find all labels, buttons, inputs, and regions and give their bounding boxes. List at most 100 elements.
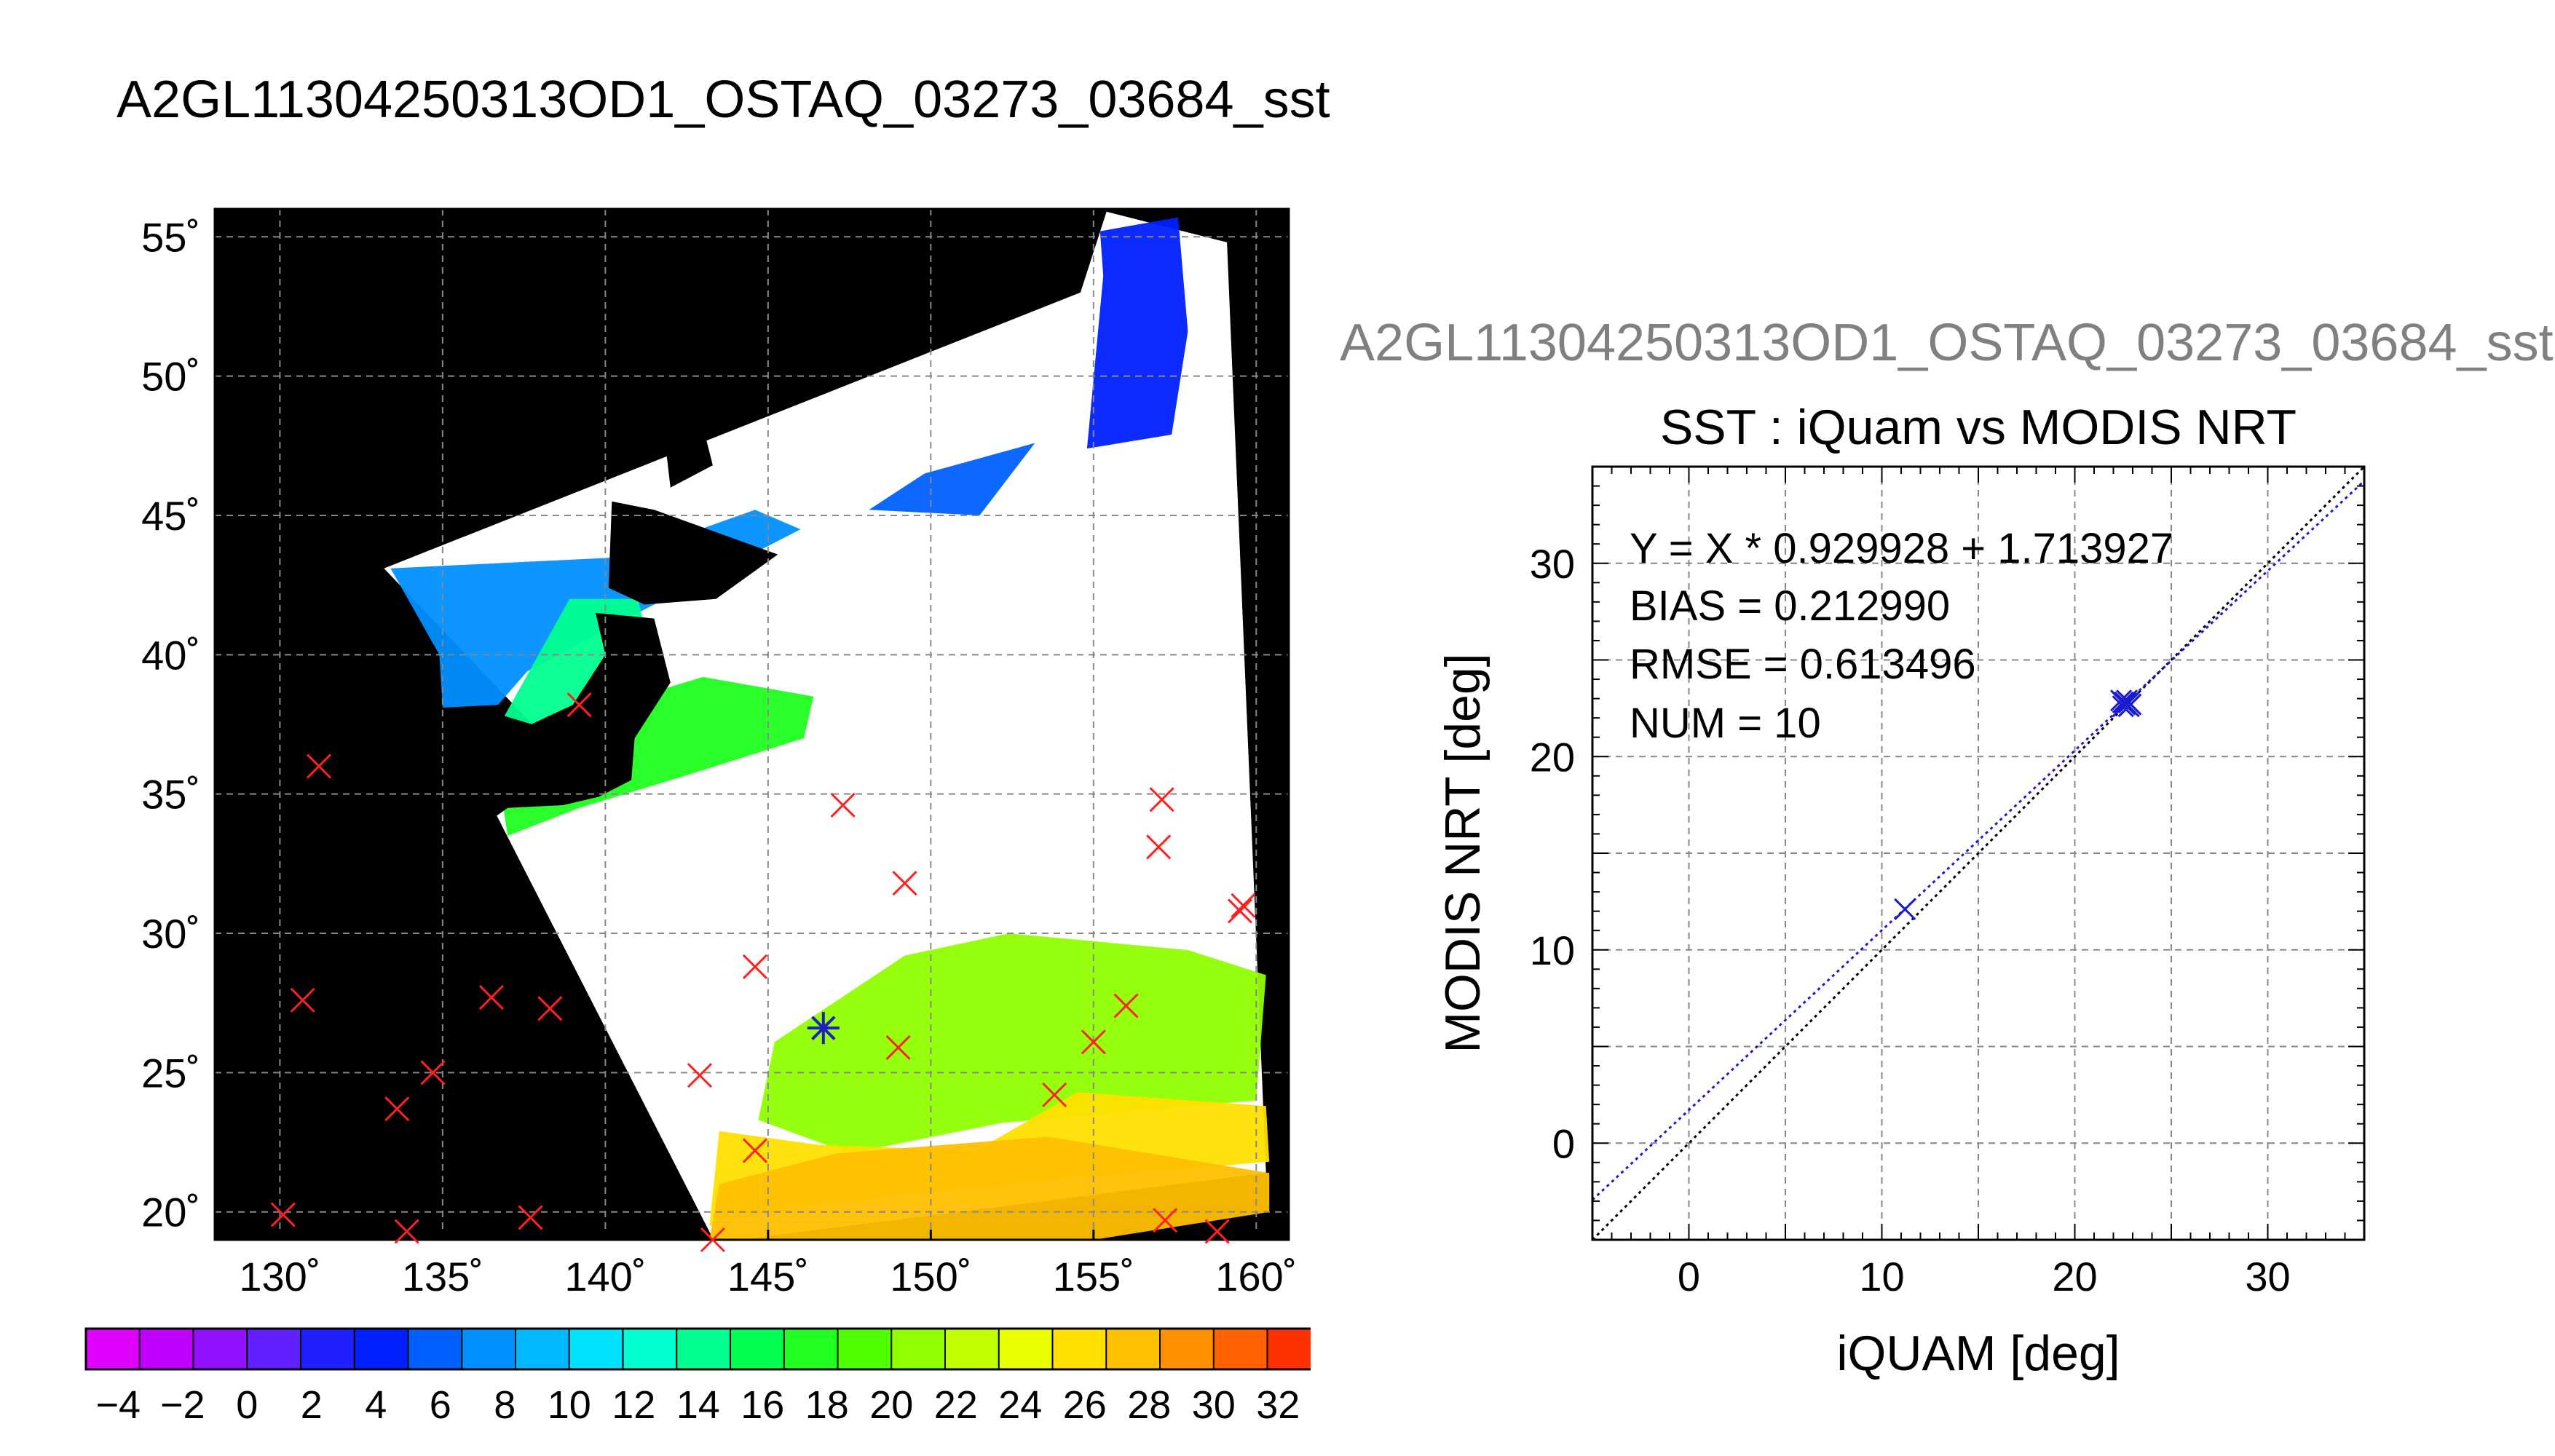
- colorbar-tick-label: 22: [934, 1383, 978, 1427]
- colorbar-tick-label: 8: [494, 1383, 516, 1427]
- map-xtick-label: 135˚: [402, 1254, 483, 1299]
- buoy-marker-15: [892, 871, 917, 896]
- colorbar-tick-label: 26: [1063, 1383, 1107, 1427]
- colorbar-cell-10: [623, 1329, 677, 1369]
- colorbar-cell-11: [676, 1329, 731, 1369]
- scatter-xtick-label: 10: [1859, 1254, 1904, 1299]
- buoy-marker-24: [1227, 898, 1253, 924]
- colorbar-cell-0: [86, 1329, 141, 1369]
- buoy-marker-14: [830, 792, 856, 818]
- colorbar-cell-15: [891, 1329, 946, 1369]
- colorbar-cell-21: [1213, 1329, 1268, 1369]
- scatter-point-8: [2112, 691, 2134, 713]
- colorbar-cell-12: [730, 1329, 785, 1369]
- map-ytick-label: 20˚: [141, 1190, 200, 1235]
- colorbar-cell-20: [1160, 1329, 1215, 1369]
- colorbar-tick-label: 16: [741, 1383, 784, 1427]
- colorbar-tick-label: 18: [805, 1383, 849, 1427]
- colorbar-tick-label: 6: [430, 1383, 451, 1427]
- colorbar-tick-label: −4: [95, 1383, 141, 1427]
- map-frame: [213, 207, 1290, 1241]
- colorbar-cell-4: [301, 1329, 355, 1369]
- colorbar-tick-label: 0: [236, 1383, 258, 1427]
- colorbar-tick-label: 24: [998, 1383, 1042, 1427]
- buoy-marker-16: [885, 1034, 911, 1061]
- land-0: [663, 258, 713, 488]
- buoy-marker-21: [1146, 834, 1172, 860]
- scatter-plot: SST : iQuam vs MODIS NRT 0 0 10 10 20 20 30 30 iQ…: [1435, 400, 2366, 1381]
- buoy-marker-6: [478, 984, 504, 1010]
- sst-patch-7: [709, 1136, 1270, 1240]
- scatter-ytick-label: 30: [1530, 541, 1575, 587]
- scatter-xlabel: iQUAM [deg]: [1836, 1326, 2120, 1381]
- buoy-marker-25: [1231, 893, 1256, 918]
- buoy-marker-13: [700, 1227, 725, 1253]
- scatter-point-0: [1894, 898, 1916, 921]
- map-xtick-label: 130˚: [239, 1254, 320, 1299]
- colorbar-cell-13: [783, 1329, 838, 1369]
- colorbar-cell-5: [354, 1329, 408, 1369]
- colorbar-cell-8: [516, 1329, 570, 1369]
- stats-fit: Y = X * 0.929928 + 1.713927: [1630, 525, 2173, 572]
- sst-patch-0: [1086, 217, 1188, 449]
- sst-map: 130˚ 135˚ 140˚ 145˚ 150˚ 155˚ 160˚ 20˚ 25˚ 30˚ 35˚…: [84, 207, 1311, 1427]
- scatter-ylabel: MODIS NRT [deg]: [1435, 653, 1490, 1053]
- map-ytick-label: 25˚: [141, 1050, 200, 1096]
- scatter-filename-header: A2GL11304250313OD1_OSTAQ_03273_03684_sst: [1340, 314, 2554, 372]
- colorbar-cell-6: [408, 1329, 462, 1369]
- map-ytick-label: 50˚: [141, 354, 200, 400]
- colorbar-tick-label: 14: [676, 1383, 720, 1427]
- buoy-marker-18: [1081, 1029, 1106, 1055]
- stats-bias: BIAS = 0.212990: [1630, 582, 1950, 630]
- identity-line: [1592, 467, 2364, 1240]
- map-xtick-label: 140˚: [564, 1254, 646, 1299]
- map-ytick-label: 30˚: [141, 911, 200, 957]
- scatter-xtick-label: 30: [2245, 1254, 2290, 1299]
- map-xtick-label: 155˚: [1053, 1254, 1134, 1299]
- buoy-marker-12: [742, 1138, 768, 1163]
- buoy-marker-10: [687, 1063, 713, 1088]
- scatter-xtick-label: 0: [1678, 1254, 1700, 1299]
- scatter-ytick-label: 10: [1530, 927, 1575, 973]
- scatter-point-9: [2117, 695, 2140, 718]
- colorbar-cell-17: [998, 1329, 1053, 1369]
- land-1: [608, 501, 778, 605]
- map-ytick-label: 45˚: [141, 493, 200, 539]
- map-ytick-label: 55˚: [141, 214, 200, 260]
- main-title: A2GL11304250313OD1_OSTAQ_03273_03684_sst: [117, 71, 1330, 129]
- colorbar-tick-label: 2: [301, 1383, 323, 1427]
- colorbar-cell-18: [1052, 1329, 1107, 1369]
- colorbar-cell-22: [1267, 1329, 1311, 1369]
- scatter-ytick-label: 0: [1552, 1120, 1575, 1166]
- buoy-marker-0: [306, 753, 332, 779]
- colorbar-cell-3: [247, 1329, 301, 1369]
- colorbar-tick-label: 4: [365, 1383, 387, 1427]
- map-ytick-label: 35˚: [141, 772, 200, 818]
- colorbar-cell-14: [837, 1329, 892, 1369]
- matched-buoy-marker: [807, 1012, 840, 1045]
- colorbar-tick-label: 28: [1127, 1383, 1171, 1427]
- map-xtick-label: 150˚: [890, 1254, 971, 1299]
- buoy-marker-19: [1113, 993, 1139, 1018]
- colorbar-tick-label: −2: [160, 1383, 205, 1427]
- buoy-marker-1: [290, 987, 315, 1013]
- buoy-marker-23: [1204, 1219, 1230, 1244]
- buoy-marker-11: [742, 954, 768, 980]
- stats-num: NUM = 10: [1630, 700, 1821, 747]
- colorbar-tick-label: 32: [1256, 1383, 1300, 1427]
- colorbar-cell-1: [139, 1329, 194, 1369]
- colorbar-tick-label: 12: [612, 1383, 655, 1427]
- scatter-plot-area: [1592, 467, 2364, 1240]
- buoy-marker-22: [1153, 1208, 1178, 1233]
- land-2: [481, 612, 671, 822]
- colorbar-tick-label: 30: [1192, 1383, 1236, 1427]
- scatter-title: SST : iQuam vs MODIS NRT: [1660, 400, 2297, 455]
- buoy-marker-17: [1042, 1082, 1067, 1108]
- colorbar-frame: [84, 1327, 1311, 1371]
- scatter-xtick-label: 20: [2052, 1254, 2097, 1299]
- colorbar-cell-7: [462, 1329, 516, 1369]
- scatter-ytick-label: 20: [1530, 734, 1575, 780]
- colorbar-cell-9: [569, 1329, 623, 1369]
- colorbar-cell-2: [193, 1329, 248, 1369]
- sst-patch-1: [869, 443, 1035, 515]
